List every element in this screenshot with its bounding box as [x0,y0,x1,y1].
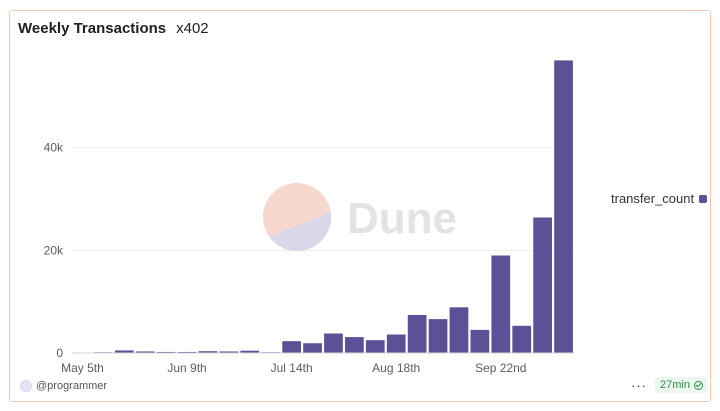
chart-legend[interactable]: transfer_count [611,191,708,206]
bar[interactable] [428,319,448,353]
bar[interactable] [470,329,490,353]
x-tick-label: Jun 9th [167,361,206,375]
y-tick-label: 0 [56,346,63,360]
footer-actions: ··· 27min [631,377,708,393]
bar[interactable] [219,351,239,353]
y-axis-ticks: 0 20k 40k [44,141,64,360]
bar[interactable] [407,315,427,353]
avatar [20,380,32,392]
bar[interactable] [345,337,364,353]
bar[interactable] [386,334,406,353]
bar[interactable] [240,350,260,353]
y-tick-label: 20k [44,243,64,257]
bar[interactable] [365,340,385,353]
bar[interactable] [554,60,573,354]
refresh-age-text: 27min [660,379,690,391]
x-tick-label: Jul 14th [271,361,313,375]
bar-series [73,60,573,354]
y-tick-label: 40k [44,141,64,155]
chart-header: Weekly Transactions x402 [18,20,209,37]
legend-label-transfer-count: transfer_count [611,191,695,206]
x-tick-label: May 5th [61,361,104,375]
x-tick-label: Sep 22nd [475,361,526,375]
bar[interactable] [491,255,511,353]
author-name: @programmer [36,380,108,392]
check-circle-icon [693,380,703,390]
gridlines [72,147,574,251]
bar[interactable] [135,351,155,353]
bar[interactable] [533,217,552,353]
bar[interactable] [303,343,322,353]
bar[interactable] [198,351,218,353]
bar[interactable] [512,325,532,353]
chart-title: Weekly Transactions [18,20,167,37]
refresh-age-badge[interactable]: 27min [655,377,708,393]
bar[interactable] [449,307,469,353]
bar[interactable] [282,341,301,353]
x-tick-label: Aug 18th [372,361,420,375]
chart-subtitle: x402 [176,20,209,37]
dune-watermark: Dune [263,183,457,251]
watermark-text: Dune [347,194,457,243]
ellipsis-icon[interactable]: ··· [631,377,647,393]
author-info[interactable]: @programmer [20,380,107,392]
bar[interactable] [156,351,176,353]
bar[interactable] [177,351,197,353]
watermark-logo-bottom [263,210,331,251]
x-axis-ticks: May 5th Jun 9th Jul 14th Aug 18th Sep 22nd [61,361,526,375]
bar[interactable] [114,350,134,353]
chart-card: Weekly Transactions x402 transfer_count … [9,10,711,402]
bar[interactable] [324,333,343,353]
legend-swatch [699,194,708,203]
